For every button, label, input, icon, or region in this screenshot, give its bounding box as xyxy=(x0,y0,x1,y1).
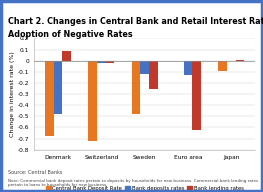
Bar xyxy=(149,61,158,89)
Y-axis label: Change in interest rate (%): Change in interest rate (%) xyxy=(10,51,15,137)
Bar xyxy=(88,61,97,141)
Text: Chart 2. Changes in Central Bank and Retail Interest Rates since the: Chart 2. Changes in Central Bank and Ret… xyxy=(8,17,263,26)
Text: Adoption of Negative Rates: Adoption of Negative Rates xyxy=(8,30,133,39)
Text: Note: Commercial bank deposit rates pertain to deposits by households for new bu: Note: Commercial bank deposit rates pert… xyxy=(8,179,258,187)
Bar xyxy=(218,61,227,71)
Bar xyxy=(192,61,201,130)
Legend: Central Bank Deposit Rate, Bank deposits rates, Bank lending rates: Central Bank Deposit Rate, Bank deposits… xyxy=(43,184,246,192)
Bar xyxy=(97,61,106,63)
Bar xyxy=(54,61,62,114)
Bar xyxy=(106,61,114,63)
Bar xyxy=(45,61,54,136)
Bar xyxy=(132,61,140,114)
Bar xyxy=(140,61,149,74)
Bar xyxy=(184,61,192,75)
Bar xyxy=(236,60,244,61)
Text: Source: Central Banks: Source: Central Banks xyxy=(8,170,62,175)
Bar xyxy=(62,51,71,61)
